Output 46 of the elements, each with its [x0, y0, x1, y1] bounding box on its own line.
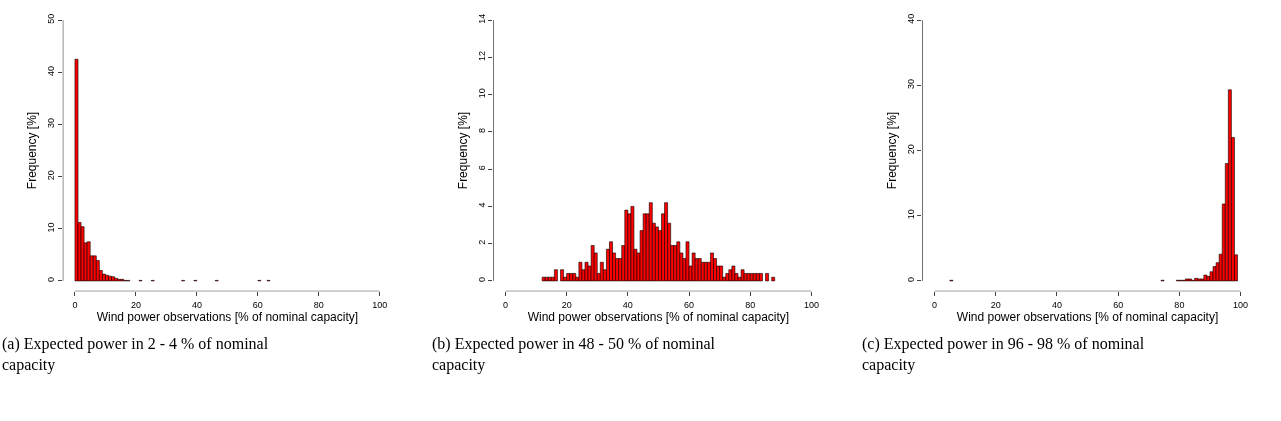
y-tick-label: 0	[476, 277, 487, 283]
y-tick-label: 8	[476, 128, 487, 134]
x-tick-label: 40	[1051, 300, 1062, 311]
y-tick-label: 40	[46, 65, 57, 76]
x-tick-label: 100	[1233, 300, 1249, 311]
x-tick-label: 100	[803, 300, 819, 311]
x-axis-title: Wind power observations [% of nominal capacity]	[956, 310, 1219, 325]
y-tick-label: 10	[476, 88, 487, 99]
x-tick-label: 100	[372, 300, 388, 311]
y-tick-label: 4	[476, 202, 487, 208]
y-tick-label: 12	[476, 51, 487, 62]
y-tick-label: 20	[46, 170, 57, 181]
y-axis-title: Frequency [%]	[885, 111, 900, 190]
x-tick-label: 0	[502, 300, 508, 311]
y-tick-label: 20	[905, 144, 916, 155]
y-tick-label: 30	[46, 118, 57, 129]
y-axis-title: Frequency [%]	[455, 111, 470, 190]
y-tick-label: 0	[46, 277, 57, 283]
x-axis-title: Wind power observations [% of nominal capacity]	[96, 310, 359, 325]
x-tick-label: 20	[561, 300, 572, 311]
x-tick-label: 0	[72, 300, 78, 311]
x-tick-label: 60	[252, 300, 263, 311]
y-axis-title: Frequency [%]	[25, 111, 40, 190]
x-tick-label: 80	[745, 300, 756, 311]
y-tick-label: 2	[476, 239, 487, 245]
y-tick-label: 50	[46, 13, 57, 24]
x-axis-title: Wind power observations [% of nominal capacity]	[527, 310, 790, 325]
y-tick-label: 6	[476, 165, 487, 171]
y-tick-label: 0	[905, 277, 916, 283]
x-tick-label: 80	[313, 300, 324, 311]
x-tick-label: 20	[130, 300, 141, 311]
y-tick-label: 14	[476, 13, 487, 24]
y-tick-label: 40	[905, 13, 916, 24]
text: (c) Expected power in 96 - 98 % of nominal capacity	[862, 335, 1145, 374]
x-tick-label: 20	[990, 300, 1001, 311]
text: (b) Expected power in 48 - 50 % of nominal capacity	[432, 335, 716, 374]
x-tick-label: 60	[1113, 300, 1124, 311]
x-tick-label: 80	[1174, 300, 1185, 311]
text: (a) Expected power in 2 - 4 % of nominal capacity	[2, 335, 269, 374]
x-tick-label: 60	[684, 300, 695, 311]
x-tick-label: 40	[622, 300, 633, 311]
y-tick-label: 30	[905, 78, 916, 89]
y-tick-label: 10	[46, 222, 57, 233]
x-tick-label: 40	[191, 300, 202, 311]
y-tick-label: 10	[905, 209, 916, 220]
x-tick-label: 0	[932, 300, 938, 311]
